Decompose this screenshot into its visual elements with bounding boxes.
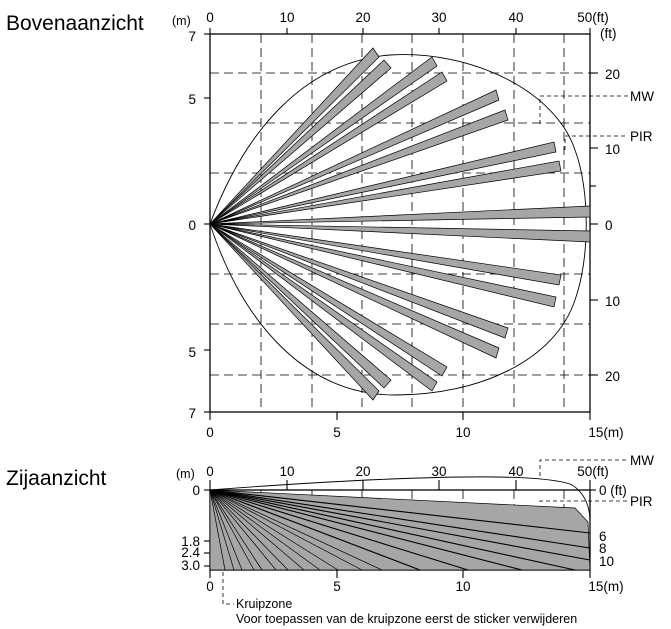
side-left-tick-1-8: 1.8 (181, 534, 200, 549)
top-beam-7 (209, 141, 557, 225)
side-beam-6 (209, 489, 383, 571)
side-ft-tick-30: 30 (431, 464, 446, 479)
top-beam-18 (209, 223, 380, 401)
top-ft-tick-30: 30 (431, 10, 446, 25)
bottom-m-tick-5: 5 (333, 425, 341, 440)
side-view-zone-lines (209, 489, 591, 571)
side-bottom-tick-10: 10 (455, 579, 470, 594)
left-m-tick-7-bottom: 7 (188, 406, 196, 421)
top-beam-6 (209, 109, 509, 225)
side-bottom-tick-0: 0 (206, 579, 214, 594)
side-left-tick-2-4: 2.4 (181, 545, 200, 560)
top-ft-tick-marks (209, 28, 591, 34)
left-m-tick-7-top: 7 (188, 29, 196, 44)
side-right-tick-10: 10 (599, 554, 614, 569)
side-ft-tick-10: 10 (279, 464, 294, 479)
side-left-tick-0: 0 (192, 483, 200, 498)
top-mw-label: MW (630, 89, 654, 104)
crawl-zone-label: Kruipzone (236, 597, 292, 611)
side-view-beams (209, 489, 383, 571)
bottom-m-tick-10: 10 (455, 425, 470, 440)
top-view: Bovenaanzicht (m) 0 10 20 30 40 50(ft) (… (6, 10, 654, 440)
side-ft-tick-40: 40 (508, 464, 523, 479)
top-ft-tick-20: 20 (355, 10, 370, 25)
side-beam-4 (209, 489, 305, 571)
crawl-zone-note: Voor toepassen van de kruipzone eerst de… (236, 612, 577, 626)
top-view-left-ticks (204, 33, 210, 413)
top-right-ft-unit: (ft) (600, 26, 617, 41)
top-beam-3 (209, 56, 438, 225)
side-beam-5 (209, 489, 340, 571)
top-beam-12 (209, 223, 557, 308)
side-ft-unit-label: 50(ft) (577, 464, 609, 479)
top-beam-8 (209, 160, 562, 225)
top-view-title: Bovenaanzicht (6, 12, 144, 35)
side-bottom-tick-5: 5 (333, 579, 341, 594)
top-view-bottom-ticks (209, 412, 591, 420)
top-pir-label: PIR (630, 129, 653, 144)
side-ft-tick-0: 0 (206, 464, 214, 479)
side-bottom-tick-marks (209, 570, 591, 578)
side-left-tick-3-0: 3.0 (181, 558, 200, 573)
bottom-m-unit-label: 15(m) (588, 425, 623, 440)
right-ft-tick-20-bottom: 20 (605, 369, 620, 384)
right-ft-tick-10-top: 10 (605, 142, 620, 157)
top-beam-13 (209, 223, 509, 339)
top-ft-unit-label: 50(ft) (577, 10, 609, 25)
top-view-beams (209, 47, 591, 401)
top-view-unit-m: (m) (172, 14, 191, 28)
top-beam-1 (209, 47, 380, 225)
top-mw-leader (539, 95, 628, 124)
top-beam-2 (209, 59, 392, 225)
side-right-tick-6: 6 (599, 529, 607, 544)
top-beam-14 (209, 223, 500, 359)
top-beam-11 (209, 223, 562, 286)
top-beam-4 (209, 71, 448, 225)
right-ft-tick-20-top: 20 (605, 67, 620, 82)
right-ft-tick-10-bottom: 10 (605, 294, 620, 309)
side-bottom-unit-label: 15(m) (588, 579, 623, 594)
left-m-tick-5-top: 5 (188, 92, 196, 107)
top-ft-tick-10: 10 (279, 10, 294, 25)
side-ft-tick-20: 20 (355, 464, 370, 479)
top-view-right-ticks (590, 72, 598, 376)
top-ft-tick-0: 0 (206, 10, 214, 25)
side-beam-2 (209, 489, 255, 571)
top-pir-leader (564, 135, 628, 150)
crawl-zone-leader (222, 572, 234, 605)
side-ft-tick-marks (209, 480, 591, 490)
top-view-coverage-boundary (209, 54, 587, 396)
side-beam-3 (209, 489, 277, 571)
side-pir-label: PIR (630, 494, 653, 509)
side-right-tick-8: 8 (599, 541, 607, 556)
side-view: Zijaanzicht (m) 0 10 20 30 40 50(ft) (6, 453, 654, 626)
side-right-unit-label: 0 (ft) (599, 483, 627, 498)
side-view-title: Zijaanzicht (6, 467, 107, 490)
top-ft-tick-40: 40 (508, 10, 523, 25)
side-left-tick-marks (204, 489, 210, 567)
side-mw-label: MW (630, 453, 654, 468)
bottom-m-tick-0: 0 (206, 425, 214, 440)
top-beam-9 (209, 205, 591, 225)
top-beam-15 (209, 223, 448, 377)
side-view-unit-m: (m) (176, 467, 195, 481)
top-beam-5 (209, 89, 500, 225)
side-mw-leader (539, 459, 628, 476)
side-beam-1 (209, 489, 235, 571)
left-m-tick-5-bottom: 5 (188, 345, 196, 360)
top-beam-10 (209, 223, 591, 243)
side-pir-leader (539, 500, 628, 502)
right-ft-tick-0: 0 (605, 218, 613, 233)
left-m-tick-0: 0 (188, 218, 196, 233)
top-beam-16 (209, 223, 438, 392)
top-beam-17 (209, 223, 392, 389)
side-view-coverage-boundary (209, 476, 591, 521)
